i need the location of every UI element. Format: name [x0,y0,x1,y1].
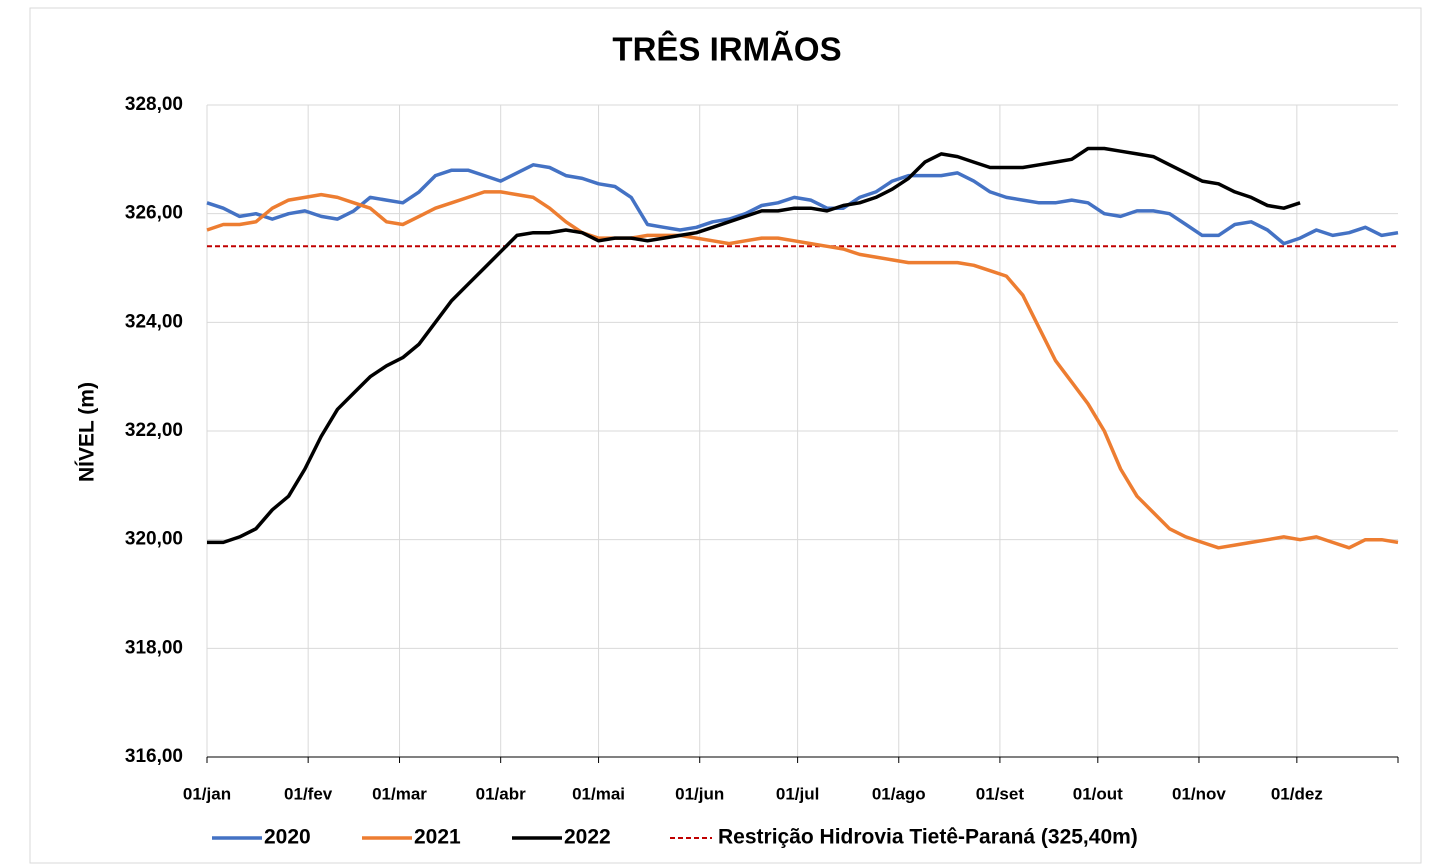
x-tick-label: 01/jul [776,784,819,803]
y-tick-label: 324,00 [125,311,183,332]
x-tick-label: 01/mar [372,784,427,803]
legend-label: 2022 [564,826,611,849]
legend-label: 2021 [414,826,461,849]
y-tick-label: 328,00 [125,94,183,115]
x-tick-label: 01/jan [183,784,231,803]
x-tick-label: 01/out [1073,784,1123,803]
x-tick-label: 01/nov [1172,784,1226,803]
chart-border [29,7,1422,864]
legend-label: Restrição Hidrovia Tietê-Paraná (325,40m… [718,826,1138,849]
x-tick-label: 01/dez [1271,784,1323,803]
x-tick-label: 01/set [976,784,1025,803]
y-tick-label: 320,00 [125,529,183,550]
series-line [207,146,1301,545]
y-axis-label: NÍVEL (m) [76,382,99,482]
x-tick-label: 01/mai [572,784,625,803]
chart-title: TRÊS IRMÃOS [612,31,841,68]
y-tick-label: 322,00 [125,420,183,441]
x-tick-label: 01/ago [872,784,926,803]
x-tick-label: 01/abr [476,784,526,803]
x-tick-label: 01/jun [675,784,724,803]
series-line [206,190,1399,550]
x-tick-label: 01/fev [284,784,333,803]
series-line [206,163,1399,246]
legend-label: 2020 [264,826,311,849]
y-tick-label: 316,00 [125,746,183,767]
y-tick-label: 326,00 [125,203,183,224]
y-tick-label: 318,00 [125,637,183,658]
